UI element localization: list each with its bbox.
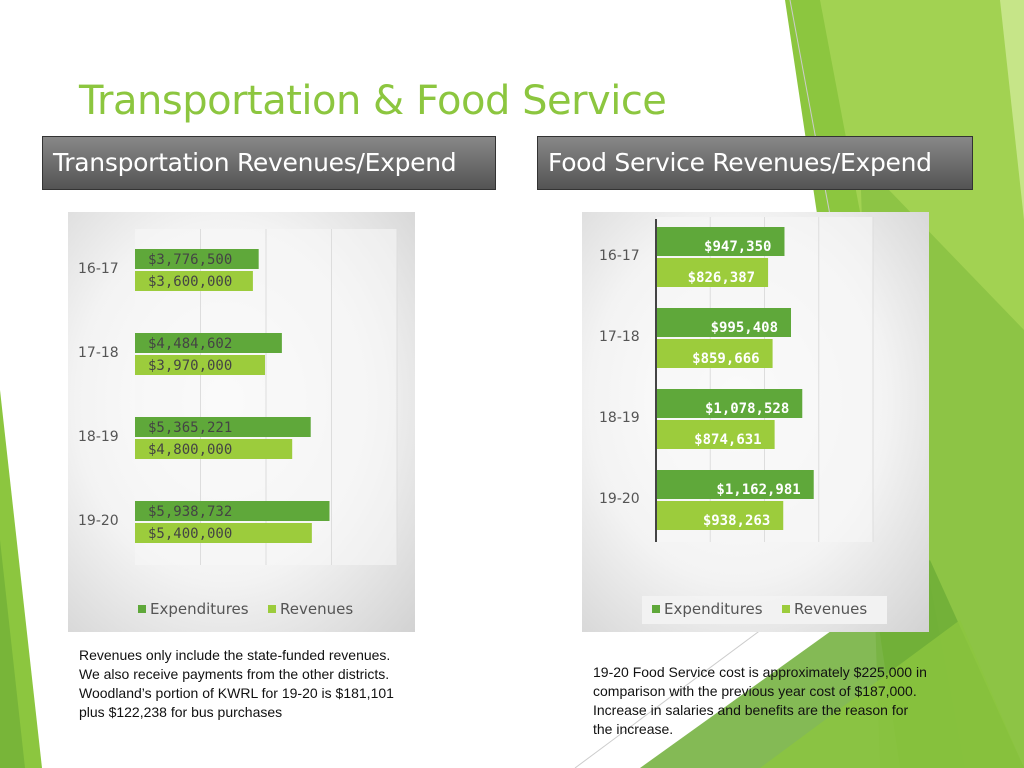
data-label-expenditures-17-18: $995,408 [711,320,778,336]
bar-revenues-19-20 [656,501,784,530]
transportation-chart: 16-17 $3,776,500 $3,600,000 17-18 $4,484,602… [78,229,398,618]
bar-expenditures-18-19 [656,389,803,418]
legend-box [642,596,887,624]
transportation-chart-panel: 16-17 $3,776,500 $3,600,000 17-18 $4,484,602… [68,212,415,632]
bar-expenditures-17-18 [656,308,792,337]
bar-revenues-17-18 [656,339,773,368]
category-label-19-20: 19-20 [78,513,119,529]
category-label-16-17: 16-17 [78,261,119,277]
category-label-16-17: 16-17 [599,248,640,264]
legend-swatch-revenues [782,605,790,613]
legend-swatch-expenditures [652,605,660,613]
bar-expenditures-16-17 [135,249,259,269]
data-label-expenditures-19-20: $5,938,732 [148,504,232,520]
data-label-revenues-19-20: $938,263 [703,513,770,529]
legend-swatch-revenues [268,605,276,613]
bar-revenues-16-17 [135,271,253,291]
data-label-expenditures-18-19: $5,365,221 [148,420,232,436]
bar-expenditures-17-18 [135,333,282,353]
bar-revenues-19-20 [135,523,312,543]
data-label-revenues-18-19: $4,800,000 [148,442,232,458]
bar-revenues-18-19 [135,439,293,459]
legend-swatch-expenditures [138,605,146,613]
food-service-header: Food Service Revenues/Expend [537,136,973,190]
category-label-18-19: 18-19 [599,410,640,426]
bar-revenues-18-19 [656,420,775,449]
bar-revenues-17-18 [135,355,266,375]
transportation-header: Transportation Revenues/Expend [42,136,496,190]
data-label-expenditures-16-17: $947,350 [704,239,771,255]
category-label-18-19: 18-19 [78,429,119,445]
food-service-note: 19-20 Food Service cost is approximately… [593,664,927,737]
data-label-revenues-19-20: $5,400,000 [148,526,232,542]
food-service-chart-panel: 16-17 $947,350 $826,387 17-18 $995,408 $859,6… [582,212,929,632]
data-label-expenditures-18-19: $1,078,528 [705,401,789,417]
slide-title: Transportation & Food Service [79,78,667,124]
legend-label-expenditures: Expenditures [150,600,249,618]
transportation-note: Revenues only include the state-funded r… [79,647,394,720]
bar-expenditures-19-20 [135,501,330,521]
bar-expenditures-18-19 [135,417,311,437]
legend-label-expenditures: Expenditures [664,600,763,618]
data-label-revenues-17-18: $3,970,000 [148,358,232,374]
bar-expenditures-16-17 [656,227,785,256]
category-label-17-18: 17-18 [78,345,119,361]
food-service-chart: 16-17 $947,350 $826,387 17-18 $995,408 $859,6… [599,217,887,624]
bar-revenues-16-17 [656,258,769,287]
legend-label-revenues: Revenues [794,600,867,618]
data-label-expenditures-17-18: $4,484,602 [148,336,232,352]
data-label-revenues-16-17: $3,600,000 [148,274,232,290]
legend-label-revenues: Revenues [280,600,353,618]
data-label-revenues-17-18: $859,666 [692,351,759,367]
category-label-19-20: 19-20 [599,491,640,507]
data-label-revenues-18-19: $874,631 [694,432,761,448]
category-label-17-18: 17-18 [599,329,640,345]
data-label-revenues-16-17: $826,387 [688,270,755,286]
data-label-expenditures-16-17: $3,776,500 [148,252,232,268]
bar-expenditures-19-20 [656,470,814,499]
data-label-expenditures-19-20: $1,162,981 [716,482,800,498]
